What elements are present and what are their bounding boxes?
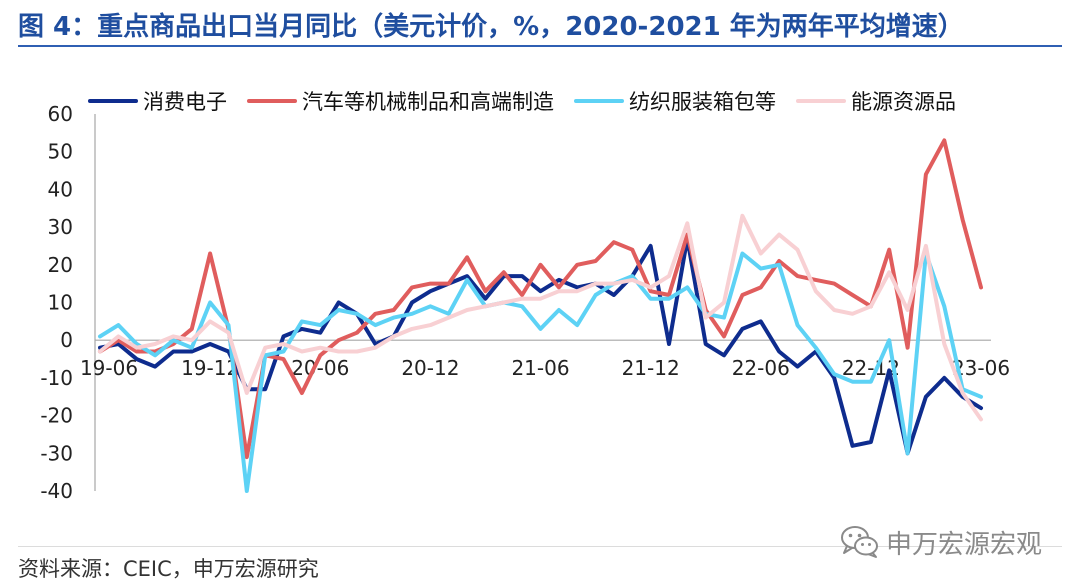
x-tick-label: 21-12 bbox=[622, 356, 680, 380]
legend-item-consumer-electronics: 消费电子 bbox=[88, 86, 227, 116]
wechat-icon bbox=[840, 525, 880, 559]
y-tick-label: 20 bbox=[48, 253, 73, 277]
watermark-text: 申万宏源宏观 bbox=[886, 529, 1043, 560]
source-note: 资料来源：CEIC，申万宏源研究 bbox=[18, 557, 319, 581]
legend-swatch bbox=[796, 99, 846, 103]
x-tick-label: 20-06 bbox=[291, 356, 349, 380]
title-rule bbox=[18, 45, 1062, 47]
y-tick-label: 60 bbox=[48, 102, 73, 126]
legend-swatch bbox=[88, 99, 138, 103]
legend-label: 纺织服装箱包等 bbox=[629, 90, 776, 114]
y-tick-label: -20 bbox=[40, 404, 73, 428]
legend-item-energy-resources: 能源资源品 bbox=[796, 86, 956, 116]
y-tick-label: 10 bbox=[48, 291, 73, 315]
x-tick-label: 20-12 bbox=[401, 356, 459, 380]
y-tick-label: -40 bbox=[40, 479, 73, 503]
y-tick-label: 0 bbox=[60, 328, 73, 352]
legend: 消费电子 汽车等机械制品和高端制造 纺织服装箱包等 能源资源品 bbox=[88, 86, 956, 116]
x-tick-label: 21-06 bbox=[511, 356, 569, 380]
chart-title: 图 4：重点商品出口当月同比（美元计价，%，2020-2021 年为两年平均增速… bbox=[18, 12, 964, 42]
legend-swatch bbox=[247, 99, 297, 103]
y-tick-label: 40 bbox=[48, 177, 73, 201]
axes bbox=[94, 114, 991, 491]
legend-swatch bbox=[574, 99, 624, 103]
footer-rule bbox=[18, 546, 1062, 547]
x-tick-label: 19-06 bbox=[80, 356, 138, 380]
x-tick-label: 22-06 bbox=[732, 356, 790, 380]
x-tick-label: 19-12 bbox=[181, 356, 239, 380]
watermark: 申万宏源宏观 bbox=[840, 525, 1043, 560]
tick-labels: 60 50 40 30 20 10 0 -10 -20 -30 -40 19-06 19-12 20-06… bbox=[40, 102, 1010, 503]
series-line-machinery-high-end-manufacturing bbox=[98, 138, 983, 460]
legend-item-machinery-high-end-manufacturing: 汽车等机械制品和高端制造 bbox=[247, 86, 554, 116]
series-lines bbox=[98, 138, 983, 493]
y-tick-label: -10 bbox=[40, 366, 73, 390]
series-line-energy-resources bbox=[98, 213, 983, 422]
legend-item-textiles-apparel-luggage: 纺织服装箱包等 bbox=[574, 86, 776, 116]
legend-label: 能源资源品 bbox=[851, 90, 956, 114]
legend-label: 汽车等机械制品和高端制造 bbox=[302, 90, 554, 114]
y-tick-label: 50 bbox=[48, 140, 73, 164]
series-line-textiles-apparel-luggage bbox=[98, 251, 983, 493]
legend-label: 消费电子 bbox=[143, 90, 227, 114]
y-tick-label: -30 bbox=[40, 441, 73, 465]
y-tick-label: 30 bbox=[48, 215, 73, 239]
